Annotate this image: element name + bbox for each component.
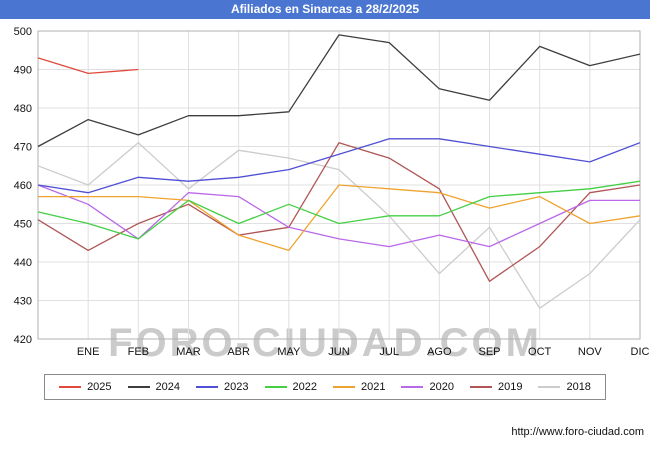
x-tick-label: ABR bbox=[227, 346, 250, 358]
x-tick-label: MAR bbox=[176, 346, 201, 358]
y-axis-labels: 420 430 440 450 460 470 480 490 500 bbox=[14, 26, 32, 346]
series-line-2025 bbox=[37, 57, 139, 75]
legend-item-2019: 2019 bbox=[469, 381, 523, 393]
y-tick-label: 490 bbox=[14, 65, 32, 77]
legend-label-2022: 2022 bbox=[292, 381, 317, 393]
legend-label-2021: 2021 bbox=[361, 381, 386, 393]
watermark: FORO-CIUDAD.COM bbox=[108, 321, 542, 365]
x-tick-label: MAY bbox=[277, 346, 301, 358]
x-tick-label: AGO bbox=[427, 346, 452, 358]
footer-url[interactable]: http://www.foro-ciudad.com bbox=[511, 426, 644, 438]
x-tick-label: ENE bbox=[77, 346, 100, 358]
chart-title: Afiliados en Sinarcas a 28/2/2025 bbox=[0, 0, 650, 19]
x-tick-label: OCT bbox=[528, 346, 552, 358]
legend-label-2024: 2024 bbox=[155, 381, 181, 393]
series-line-2018 bbox=[37, 142, 641, 309]
legend-label-2018: 2018 bbox=[566, 381, 591, 393]
legend-swatch-2022 bbox=[264, 386, 287, 388]
legend-item-2022: 2022 bbox=[264, 381, 317, 393]
y-tick-label: 480 bbox=[14, 103, 32, 115]
legend-label-2025: 2025 bbox=[87, 381, 112, 393]
x-axis-labels: ENE FEB MAR ABR MAY JUN JUL AGO SEP OCT NOV DIC bbox=[77, 346, 650, 358]
y-tick-label: 430 bbox=[14, 296, 32, 308]
y-tick-label: 500 bbox=[14, 26, 32, 38]
series-line-2024 bbox=[37, 34, 641, 148]
y-tick-label: 450 bbox=[14, 219, 32, 231]
series-line-2023 bbox=[37, 138, 641, 194]
legend-item-2025: 2025 bbox=[59, 381, 112, 393]
legend-item-2018: 2018 bbox=[538, 381, 591, 393]
x-tick-label: JUN bbox=[328, 346, 349, 358]
legend-swatch-2023 bbox=[196, 386, 219, 388]
legend-item-2021: 2021 bbox=[333, 381, 385, 393]
y-tick-label: 460 bbox=[14, 180, 32, 192]
series-line-2021 bbox=[38, 184, 641, 252]
legend-item-2023: 2023 bbox=[196, 381, 249, 393]
series-line-2019 bbox=[37, 142, 641, 282]
series-lines bbox=[37, 34, 641, 309]
legend-swatch-2019 bbox=[469, 386, 492, 388]
legend-swatch-2021 bbox=[333, 386, 355, 388]
series-line-2022 bbox=[37, 180, 641, 240]
x-tick-label: JUL bbox=[379, 346, 399, 358]
legend-label-2019: 2019 bbox=[497, 381, 523, 393]
legend-label-2023: 2023 bbox=[224, 381, 249, 393]
legend-swatch-2024 bbox=[127, 386, 150, 388]
line-chart: 420 430 440 450 460 470 480 490 500 ENE FEB MAR ABR M… bbox=[14, 26, 650, 358]
y-tick-label: 440 bbox=[14, 257, 32, 269]
legend: 2025 2024 2023 2022 2021 2020 2019 2018 bbox=[0, 374, 650, 400]
x-tick-label: FEB bbox=[128, 346, 149, 358]
legend-label-2020: 2020 bbox=[429, 381, 454, 393]
x-tick-label: DIC bbox=[631, 346, 650, 358]
legend-swatch-2020 bbox=[401, 386, 424, 388]
x-tick-label: SEP bbox=[478, 346, 500, 358]
x-tick-label: NOV bbox=[578, 346, 603, 358]
legend-swatch-2018 bbox=[538, 386, 561, 388]
y-tick-label: 470 bbox=[14, 142, 32, 154]
y-tick-label: 420 bbox=[14, 334, 32, 346]
legend-box: 2025 2024 2023 2022 2021 2020 2019 2018 bbox=[44, 374, 606, 400]
legend-item-2020: 2020 bbox=[401, 381, 454, 393]
legend-swatch-2025 bbox=[59, 386, 82, 388]
legend-item-2024: 2024 bbox=[127, 381, 181, 393]
